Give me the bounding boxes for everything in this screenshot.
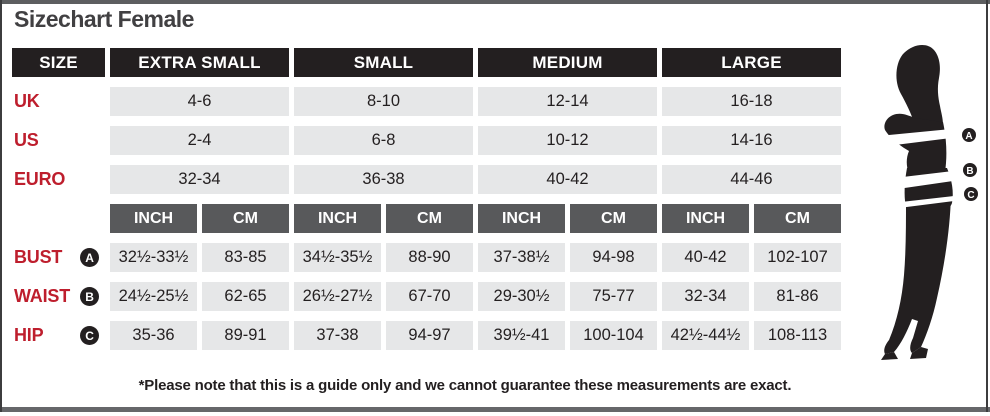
frame-left-border	[0, 0, 2, 412]
measurement-cell: 75-77	[570, 282, 657, 311]
row-label-text: WAIST	[14, 286, 70, 306]
measurement-cell: 24½-25½	[110, 282, 197, 311]
size-cell: 6-8	[294, 126, 473, 155]
female-silhouette-figure: A B C	[855, 0, 990, 416]
measurement-cell: 37-38½	[478, 243, 565, 272]
measurement-cell: 100-104	[570, 321, 657, 350]
size-table: SIZE EXTRA SMALL SMALL MEDIUM LARGE UK 4…	[12, 48, 841, 350]
figure-marker-a: A	[965, 131, 972, 142]
marker-b-badge: B	[80, 287, 99, 306]
measurement-cell: 34½-35½	[294, 243, 381, 272]
unit-header-inch: INCH	[478, 204, 565, 233]
size-cell: 44-46	[662, 165, 841, 194]
row-label-us: US	[14, 130, 39, 150]
unit-header-cm: CM	[570, 204, 657, 233]
size-cell: 36-38	[294, 165, 473, 194]
measurement-cell: 67-70	[386, 282, 473, 311]
measurement-cell: 83-85	[202, 243, 289, 272]
size-cell: 14-16	[662, 126, 841, 155]
marker-a-badge: A	[80, 248, 99, 267]
measurement-cell: 94-98	[570, 243, 657, 272]
measurement-cell: 94-97	[386, 321, 473, 350]
size-cell: 12-14	[478, 87, 657, 116]
column-header-small: SMALL	[294, 48, 473, 77]
measurement-cell: 26½-27½	[294, 282, 381, 311]
measurement-cell: 39½-41	[478, 321, 565, 350]
column-header-size: SIZE	[12, 48, 105, 77]
unit-header-cm: CM	[202, 204, 289, 233]
size-cell: 16-18	[662, 87, 841, 116]
figure-marker-c: C	[967, 190, 974, 201]
measurement-cell: 32½-33½	[110, 243, 197, 272]
measurement-cell: 35-36	[110, 321, 197, 350]
frame-bottom-border	[0, 407, 990, 412]
unit-header-cm: CM	[386, 204, 473, 233]
size-cell: 8-10	[294, 87, 473, 116]
size-cell: 40-42	[478, 165, 657, 194]
row-label-uk: UK	[14, 91, 40, 111]
unit-header-inch: INCH	[294, 204, 381, 233]
unit-header-inch: INCH	[662, 204, 749, 233]
size-cell: 4-6	[110, 87, 289, 116]
size-cell: 2-4	[110, 126, 289, 155]
figure-marker-b: B	[966, 166, 973, 177]
row-label-text: BUST	[14, 247, 63, 267]
female-silhouette-icon: A B C	[877, 44, 978, 360]
measurement-cell: 81-86	[754, 282, 841, 311]
guide-footnote: *Please note that this is a guide only a…	[138, 377, 792, 394]
column-header-extra-small: EXTRA SMALL	[110, 48, 289, 77]
unit-header-spacer	[12, 204, 105, 233]
figure-marker-a-circle	[962, 128, 976, 142]
measurement-cell: 40-42	[662, 243, 749, 272]
figure-markers: A B C	[962, 128, 978, 201]
size-cell: 32-34	[110, 165, 289, 194]
measurement-cell: 108-113	[754, 321, 841, 350]
row-label-waist: WAIST B	[12, 282, 105, 311]
figure-marker-b-circle	[963, 163, 977, 177]
measurement-cell: 89-91	[202, 321, 289, 350]
column-header-large: LARGE	[662, 48, 841, 77]
measurement-cell: 62-65	[202, 282, 289, 311]
page-title: Sizechart Female	[14, 6, 194, 32]
frame-right-border	[986, 0, 988, 412]
row-label-hip: HIP C	[12, 321, 105, 350]
unit-header-inch: INCH	[110, 204, 197, 233]
measurement-cell: 102-107	[754, 243, 841, 272]
row-label-euro: EURO	[14, 169, 66, 189]
measurement-cell: 42½-44½	[662, 321, 749, 350]
row-label-text: HIP	[14, 325, 44, 345]
frame-top-border	[0, 0, 990, 4]
measurement-cell: 29-30½	[478, 282, 565, 311]
measurement-cell: 88-90	[386, 243, 473, 272]
marker-c-badge: C	[80, 326, 99, 345]
size-cell: 10-12	[478, 126, 657, 155]
column-header-medium: MEDIUM	[478, 48, 657, 77]
measurement-cell: 32-34	[662, 282, 749, 311]
unit-header-cm: CM	[754, 204, 841, 233]
figure-marker-c-circle	[964, 187, 978, 201]
measurement-cell: 37-38	[294, 321, 381, 350]
row-label-bust: BUST A	[12, 243, 105, 272]
